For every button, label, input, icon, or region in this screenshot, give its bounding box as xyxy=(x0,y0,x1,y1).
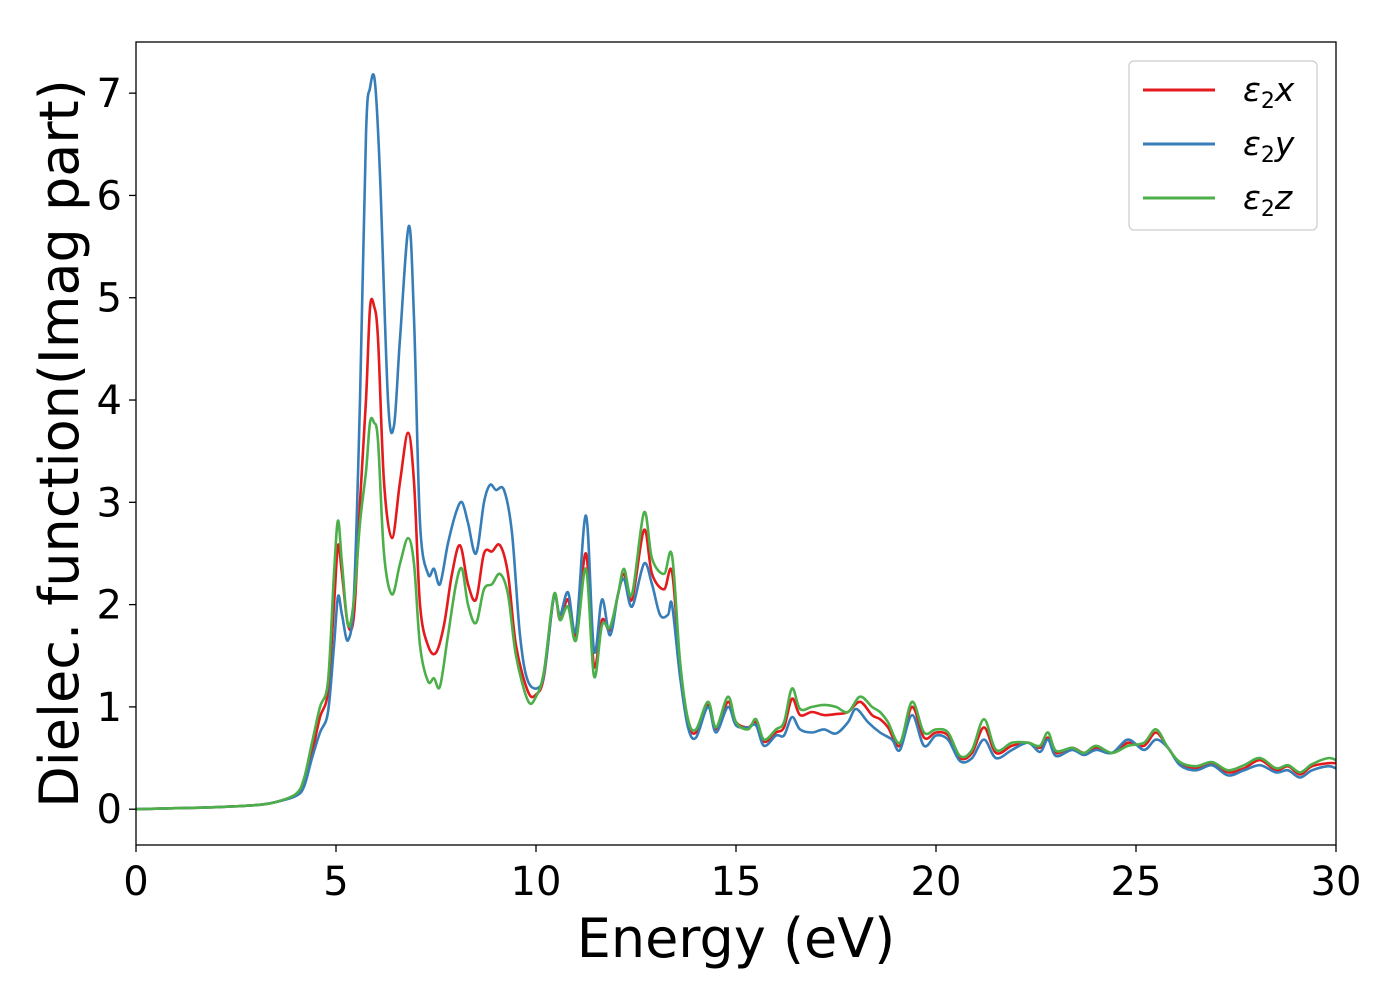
y-tick-label: 6 xyxy=(97,173,122,219)
series-line-x xyxy=(135,297,1337,811)
series-line-y xyxy=(135,73,1337,811)
x-tick-label: 25 xyxy=(1111,859,1162,905)
y-tick-label: 3 xyxy=(97,480,122,526)
y-axis: 0 1 2 3 4 5 6 7 xyxy=(97,71,136,833)
y-tick-label: 5 xyxy=(97,276,122,322)
series-layer xyxy=(135,73,1337,811)
legend: ε2x ε2y ε2z xyxy=(1128,60,1318,231)
y-axis-label: Dielec. function(Imag part) xyxy=(28,79,91,808)
y-tick-label: 7 xyxy=(97,71,122,117)
legend-label: ε2y xyxy=(1243,124,1295,168)
x-tick-label: 20 xyxy=(911,859,962,905)
y-tick-label: 4 xyxy=(97,378,122,424)
y-tick-label: 2 xyxy=(97,583,122,629)
legend-label: ε2z xyxy=(1243,178,1293,222)
series-line-z xyxy=(135,416,1337,811)
legend-label: ε2x xyxy=(1243,70,1295,114)
x-tick-label: 15 xyxy=(711,859,762,905)
x-axis-label: Energy (eV) xyxy=(577,907,896,970)
x-tick-label: 0 xyxy=(123,859,148,905)
legend-box xyxy=(1128,60,1318,231)
y-tick-label: 0 xyxy=(97,787,122,833)
x-tick-label: 5 xyxy=(323,859,348,905)
x-tick-label: 10 xyxy=(511,859,562,905)
y-tick-label: 1 xyxy=(97,685,122,731)
x-tick-label: 30 xyxy=(1311,859,1362,905)
x-axis: 0 5 10 15 20 25 30 xyxy=(123,845,1361,905)
